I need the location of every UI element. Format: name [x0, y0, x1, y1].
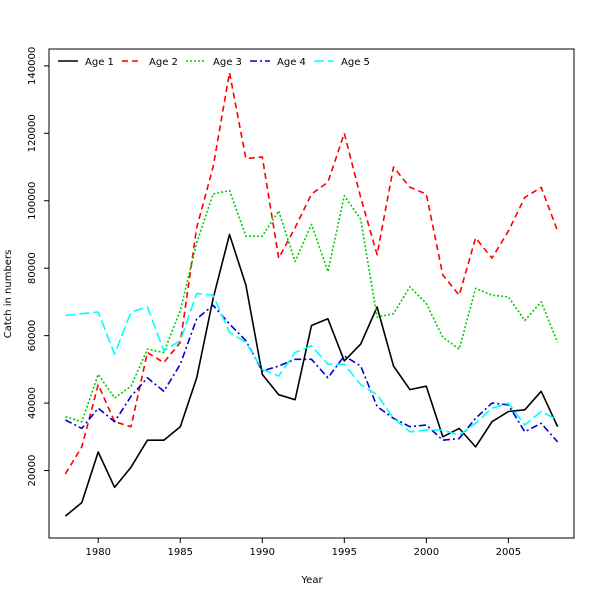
y-tick-label: 40000 [27, 387, 38, 419]
legend-label-age-3: Age 3 [213, 57, 242, 68]
legend-label-age-4: Age 4 [277, 57, 306, 68]
x-tick-label: 1985 [168, 547, 193, 558]
series-line-age-2 [64, 71, 559, 475]
series-line-age-3 [65, 189, 559, 423]
y-axis-label: Catch in numbers [3, 250, 14, 339]
x-axis-label: Year [300, 575, 323, 586]
legend-label-age-5: Age 5 [341, 57, 370, 68]
x-axis: 1980 1985 1990 1995 2000 2005 [85, 538, 521, 558]
legend-label-age-2: Age 2 [149, 57, 178, 68]
x-tick-label: 1990 [250, 547, 275, 558]
series-line-age-4 [65, 304, 559, 443]
legend: Age 1 Age 2 Age 3 Age 4 Age 5 [58, 57, 370, 68]
series-line-age-1 [64, 233, 559, 517]
x-tick-label: 2000 [414, 547, 439, 558]
x-tick-label: 1995 [332, 547, 357, 558]
series-lines [64, 71, 559, 517]
y-tick-label: 100000 [27, 182, 38, 220]
plot-frame [48, 48, 575, 539]
y-tick-label: 20000 [27, 455, 38, 487]
legend-label-age-1: Age 1 [85, 57, 114, 68]
y-tick-label: 140000 [27, 47, 38, 85]
y-tick-label: 120000 [27, 114, 38, 152]
series-line-age-5 [65, 292, 558, 436]
y-tick-label: 80000 [27, 252, 38, 284]
y-axis: 20000 40000 60000 80000 100000 120000 140000 [27, 47, 49, 487]
y-tick-label: 60000 [27, 320, 38, 352]
x-tick-label: 2005 [496, 547, 521, 558]
x-tick-label: 1980 [85, 547, 110, 558]
